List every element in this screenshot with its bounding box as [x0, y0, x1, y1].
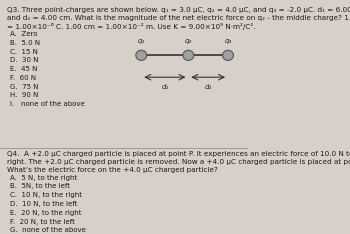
Circle shape	[183, 50, 194, 60]
Text: A.  5 N, to the right: A. 5 N, to the right	[10, 175, 77, 181]
Text: F.  20 N, to the left: F. 20 N, to the left	[10, 219, 75, 225]
Text: and d₂ = 4.00 cm. What is the magnitude of the net electric force on q₂ - the mi: and d₂ = 4.00 cm. What is the magnitude …	[7, 15, 350, 21]
Text: q₂: q₂	[185, 38, 192, 44]
Text: F.  60 N: F. 60 N	[10, 75, 36, 81]
Text: G.  none of the above: G. none of the above	[10, 227, 86, 233]
Text: d₂: d₂	[205, 84, 212, 90]
Text: A.  Zero: A. Zero	[10, 31, 37, 37]
Text: q₁: q₁	[138, 38, 145, 44]
Text: G.  75 N: G. 75 N	[10, 84, 38, 90]
Text: q₃: q₃	[224, 38, 232, 44]
Text: Q4.  A +2.0 μC charged particle is placed at point P. It experiences an electric: Q4. A +2.0 μC charged particle is placed…	[7, 151, 350, 157]
Text: E.  45 N: E. 45 N	[10, 66, 37, 72]
Text: right. The +2.0 μC charged particle is removed. Now a +4.0 μC charged particle i: right. The +2.0 μC charged particle is r…	[7, 159, 350, 165]
Text: C.  10 N, to the right: C. 10 N, to the right	[10, 192, 82, 198]
Text: d₁: d₁	[161, 84, 168, 90]
Circle shape	[223, 50, 233, 60]
Text: D.  30 N: D. 30 N	[10, 57, 38, 63]
Text: B.  5.0 N: B. 5.0 N	[10, 40, 40, 46]
Text: D.  10 N, to the left: D. 10 N, to the left	[10, 201, 77, 207]
Text: What’s the electric force on the +4.0 μC charged particle?: What’s the electric force on the +4.0 μC…	[7, 167, 218, 173]
Text: = 1.00×10⁻⁶ C. 1.00 cm = 1.00×10⁻² m. Use K = 9.00×10⁹ N·m²/C².: = 1.00×10⁻⁶ C. 1.00 cm = 1.00×10⁻² m. Us…	[7, 23, 256, 30]
Text: C.  15 N: C. 15 N	[10, 49, 38, 55]
Text: B.  5N, to the left: B. 5N, to the left	[10, 183, 70, 190]
Text: I.   none of the above: I. none of the above	[10, 101, 85, 107]
Text: H.  90 N: H. 90 N	[10, 92, 38, 99]
Circle shape	[136, 50, 147, 60]
Text: E.  20 N, to the right: E. 20 N, to the right	[10, 210, 82, 216]
Text: Q3. Three point-charges are shown below. q₁ = 3.0 μC, q₂ = 4.0 μC, and q₃ = -2.0: Q3. Three point-charges are shown below.…	[7, 7, 350, 13]
